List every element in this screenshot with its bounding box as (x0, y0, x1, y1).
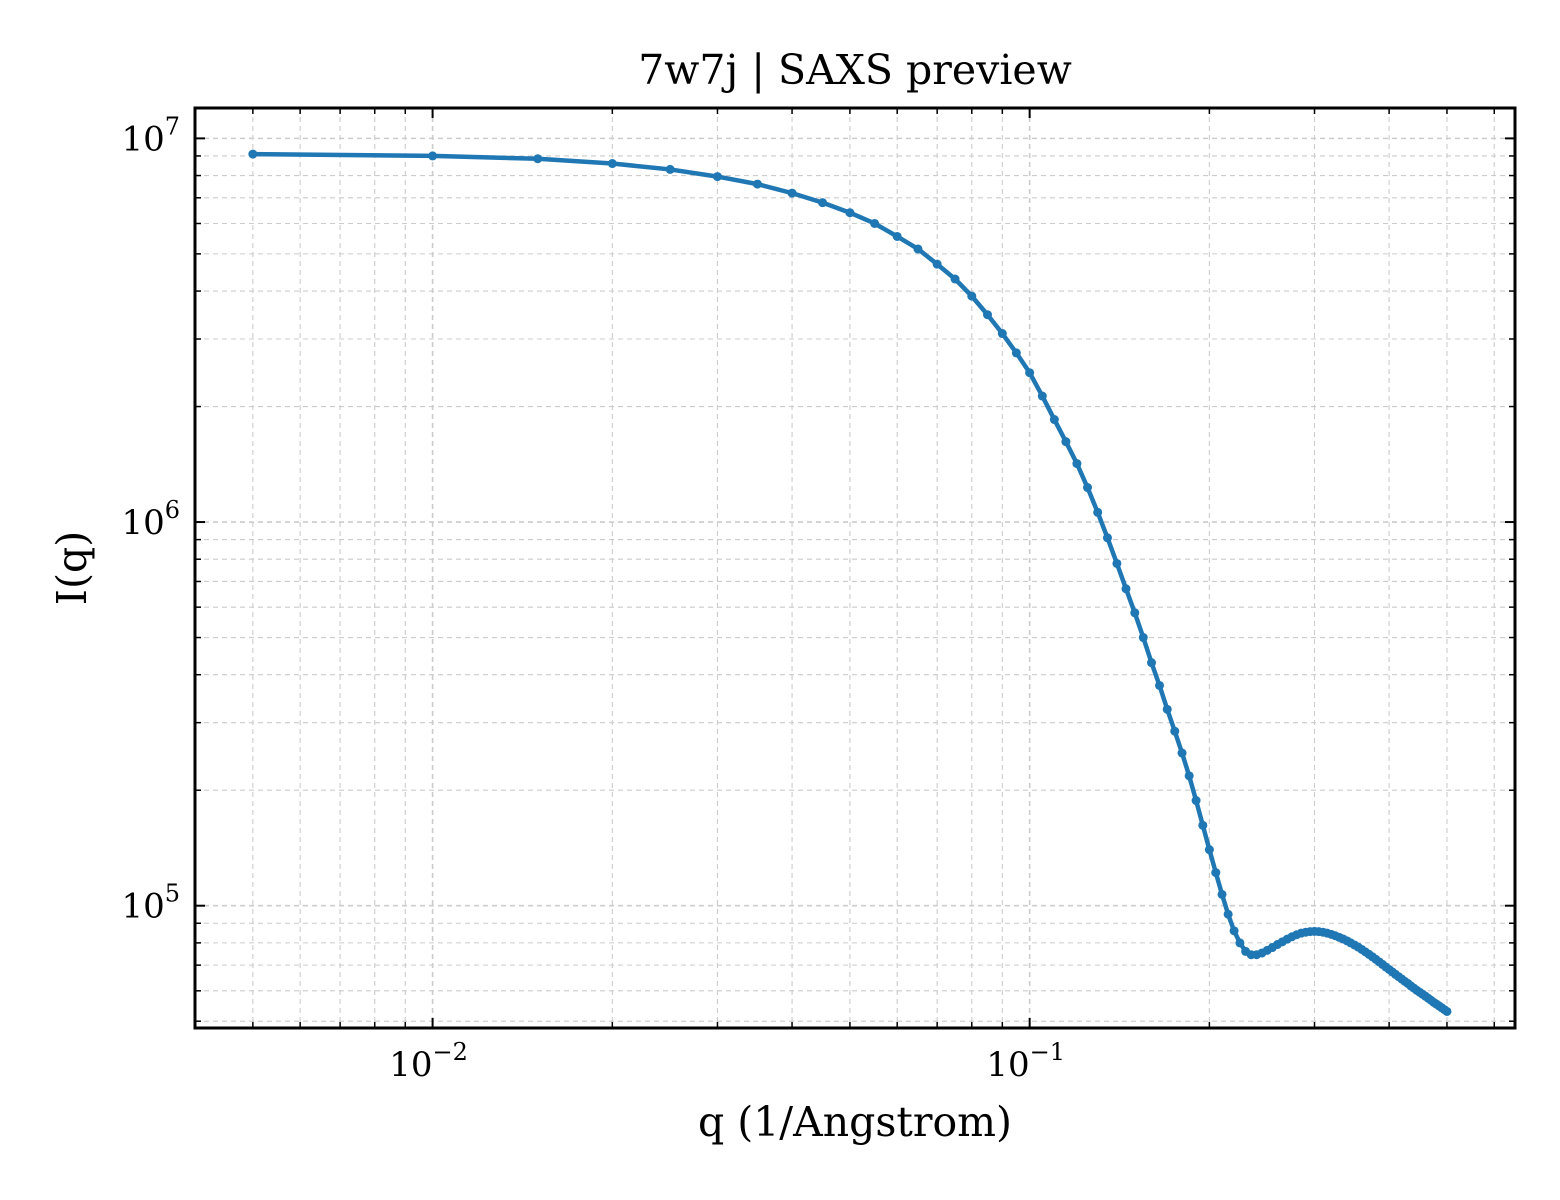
data-point (1217, 889, 1227, 899)
data-point (983, 310, 993, 320)
data-point (1121, 584, 1131, 594)
data-point (913, 244, 923, 254)
data-point (1211, 868, 1221, 878)
data-point (1177, 748, 1187, 758)
data-point (248, 149, 258, 159)
data-point (428, 151, 438, 161)
data-point (533, 154, 543, 164)
y-tick-label: 107 (121, 112, 180, 159)
plot-frame (193, 106, 1517, 1030)
data-point (870, 218, 880, 228)
chart-title: 7w7j | SAXS preview (638, 46, 1072, 94)
data-point (1204, 845, 1214, 855)
grid-layer (194, 108, 1515, 1028)
data-point (1072, 459, 1082, 469)
data-point (892, 231, 902, 241)
x-axis-label: q (1/Angstrom) (698, 1098, 1012, 1146)
data-point (712, 172, 722, 182)
data-point (1198, 820, 1208, 830)
data-point (1112, 558, 1122, 568)
y-tick-label: 105 (121, 880, 180, 927)
data-point (950, 274, 960, 284)
data-point (1147, 658, 1157, 668)
data-point (1049, 415, 1059, 425)
data-point (665, 164, 675, 174)
data-point (997, 329, 1007, 339)
data-point (1162, 704, 1172, 714)
data-point (1154, 680, 1164, 690)
data-point (1191, 796, 1201, 806)
data-point (1061, 437, 1071, 447)
data-point (752, 179, 762, 189)
data-point (1130, 608, 1140, 618)
y-axis-label: I(q) (48, 531, 96, 605)
x-tick-label: 10−2 (389, 1038, 468, 1085)
data-point (1102, 533, 1112, 543)
data-point (1170, 726, 1180, 736)
data-point (932, 259, 942, 269)
data-point (967, 291, 977, 301)
tick-label-layer: 10−2 10−1 105 106 107 (121, 112, 1065, 1085)
data-point (1138, 633, 1148, 643)
data-point (607, 159, 617, 169)
data-point (1229, 926, 1239, 936)
data-point (1093, 507, 1103, 517)
data-point (787, 188, 797, 198)
tick-layer (194, 108, 1515, 1028)
y-tick-label: 106 (121, 496, 180, 543)
data-point (1025, 368, 1035, 378)
data-point (1037, 391, 1047, 401)
data-point (1223, 909, 1233, 919)
data-point (818, 198, 828, 208)
series-layer (248, 149, 1452, 1016)
data-point (845, 208, 855, 218)
data-point (1011, 348, 1021, 358)
data-point (1235, 938, 1245, 948)
x-tick-label: 10−1 (986, 1038, 1065, 1085)
data-point (1184, 771, 1194, 781)
data-point (1083, 483, 1093, 493)
data-point (1442, 1006, 1452, 1016)
